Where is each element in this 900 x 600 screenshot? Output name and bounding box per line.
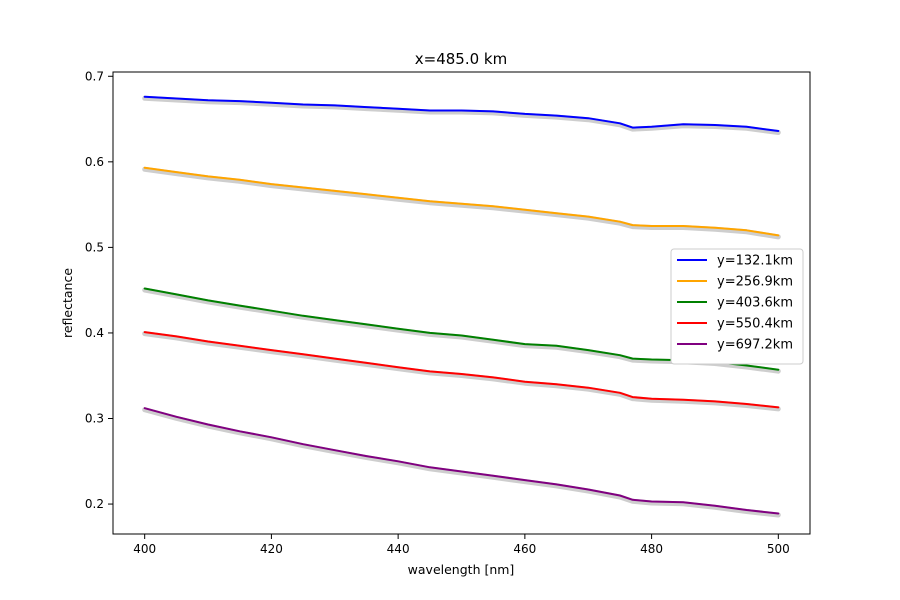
- x-axis-label: wavelength [nm]: [408, 562, 515, 577]
- y-tick-label: 0.2: [85, 497, 104, 511]
- series-line-4: [143, 331, 780, 409]
- legend-label: y=697.2km: [717, 338, 793, 353]
- y-tick-label: 0.5: [85, 240, 104, 254]
- x-tick-label: 460: [513, 542, 536, 556]
- legend-label: y=256.9km: [717, 275, 793, 290]
- legend-label: y=132.1km: [717, 254, 793, 269]
- legend-label: y=550.4km: [717, 317, 793, 332]
- series-band-4: [142, 331, 781, 412]
- x-tick-label: 440: [387, 542, 410, 556]
- y-axis-label: reflectance: [60, 268, 75, 338]
- x-tick-label: 500: [767, 542, 790, 556]
- series-band-3: [142, 287, 781, 374]
- legend-frame: [670, 248, 804, 365]
- series-band-2: [142, 166, 781, 240]
- legend: y=132.1km y=256.9km y=403.6km y=550.4km y=69…: [670, 248, 804, 365]
- series-line-2: [143, 166, 780, 237]
- series-band-1: [142, 95, 781, 135]
- plot-frame: [112, 71, 811, 535]
- series-band-5: [142, 407, 781, 518]
- x-tick-label: 420: [260, 542, 283, 556]
- y-tick-label: 0.7: [85, 69, 104, 83]
- series-line-1: [143, 95, 780, 132]
- x-tick-label: 400: [133, 542, 156, 556]
- y-tick-label: 0.3: [85, 412, 104, 426]
- y-tick-label: 0.4: [85, 326, 104, 340]
- y-tick-label: 0.6: [85, 155, 104, 169]
- series-line-3: [143, 287, 780, 371]
- legend-label: y=403.6km: [717, 296, 793, 311]
- chart-title: x=485.0 km: [415, 50, 507, 68]
- series-line-5: [143, 407, 780, 515]
- x-tick-label: 480: [640, 542, 663, 556]
